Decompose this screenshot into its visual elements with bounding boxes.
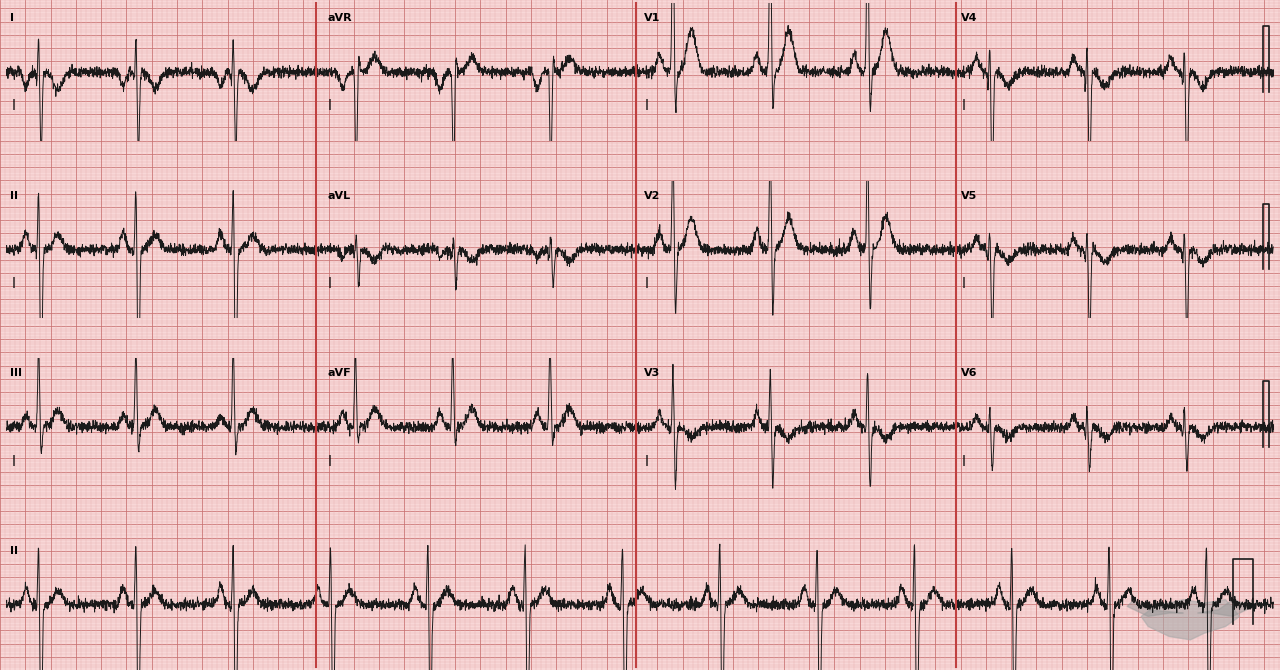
Text: |: | (961, 454, 965, 466)
Text: |: | (328, 277, 332, 288)
Text: V6: V6 (960, 368, 977, 378)
Text: |: | (328, 99, 332, 111)
Text: |: | (961, 99, 965, 111)
Text: aVL: aVL (326, 190, 351, 200)
Text: I: I (10, 13, 14, 23)
Polygon shape (1198, 600, 1254, 616)
Text: II: II (10, 545, 18, 555)
Polygon shape (1142, 600, 1240, 640)
Text: |: | (645, 99, 649, 111)
Text: |: | (645, 277, 649, 288)
Text: |: | (12, 277, 15, 288)
Text: II: II (10, 190, 18, 200)
Text: V3: V3 (644, 368, 660, 378)
Text: |: | (12, 454, 15, 466)
Text: |: | (961, 277, 965, 288)
Text: V1: V1 (644, 13, 660, 23)
Text: aVF: aVF (326, 368, 351, 378)
Text: V5: V5 (960, 190, 977, 200)
Text: |: | (12, 99, 15, 111)
Text: aVR: aVR (326, 13, 352, 23)
Text: |: | (328, 454, 332, 466)
Polygon shape (1128, 600, 1183, 616)
Text: V4: V4 (960, 13, 977, 23)
Text: III: III (10, 368, 22, 378)
Text: V2: V2 (644, 190, 660, 200)
Text: |: | (645, 454, 649, 466)
